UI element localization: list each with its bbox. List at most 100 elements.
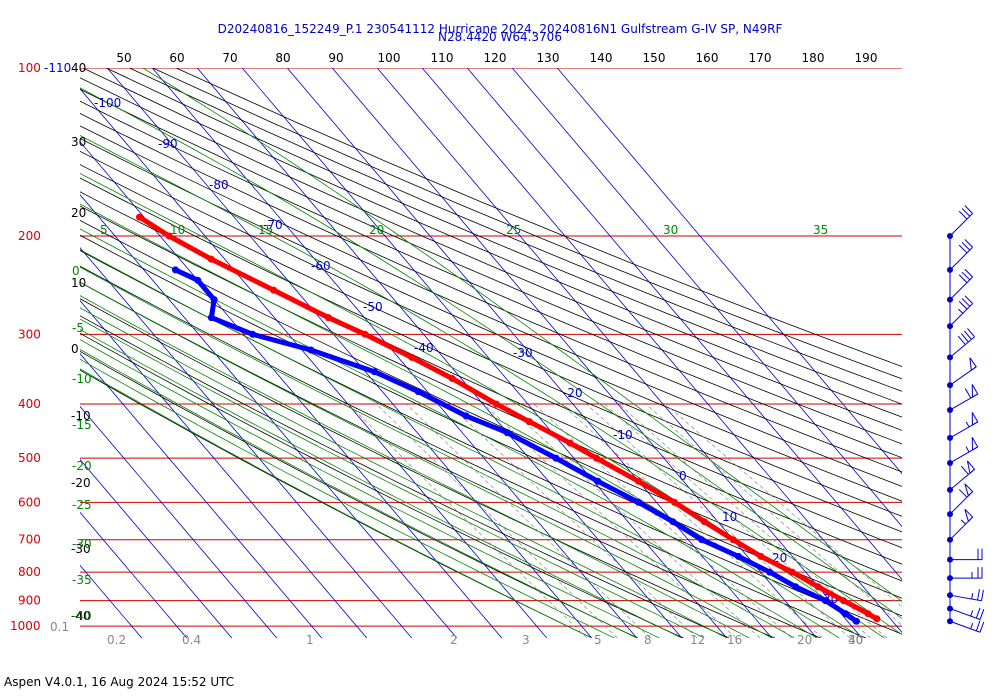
isotherm-line	[376, 68, 863, 638]
isotherm-label: -100	[94, 96, 121, 110]
temperature-profile-point	[408, 353, 416, 361]
dewpoint-profile-point	[207, 314, 215, 322]
mixing-ratio-label: 30	[848, 633, 863, 647]
isotherm-line	[466, 68, 902, 581]
isotherm-label: -60	[311, 259, 331, 273]
pressure-tick-label: 100	[18, 61, 41, 75]
moist-adiabat-left-label: -30	[72, 537, 92, 551]
chart-title: D20240816_152249_P.1 230541112 Hurricane…	[218, 22, 783, 36]
wind-barb-full	[979, 609, 985, 620]
top-temperature-tick: 90	[328, 51, 343, 65]
temperature-profile-point	[270, 286, 278, 294]
moist-adiabat-label: 15	[258, 223, 273, 237]
wind-barb-full	[957, 335, 966, 345]
mixing-ratio-label: 40	[848, 633, 863, 647]
temperature-profile-point	[361, 330, 369, 338]
wind-barb-full	[958, 300, 968, 310]
dry-adiabat	[80, 265, 867, 638]
wind-barb-full	[964, 239, 973, 248]
top-temperature-tick: 80	[275, 51, 290, 65]
dry-adiabat	[80, 315, 730, 638]
temperature-profile-point	[864, 610, 872, 618]
mixing-ratio-label: 5	[594, 633, 602, 647]
pressure-tick-label: -110	[44, 61, 71, 75]
isotherm-label: -10	[613, 428, 633, 442]
isotherm-label: -90	[158, 137, 178, 151]
mixing-ratio-line	[604, 403, 871, 638]
temperature-profile-point	[525, 418, 533, 426]
wind-barb-full	[961, 241, 971, 251]
moist-adiabat-label: 35	[813, 223, 828, 237]
dry-adiabat	[80, 137, 902, 502]
temperature-profile-point	[592, 454, 600, 462]
dewpoint-profile-point	[698, 536, 706, 544]
left-temperature-tick: -10	[71, 409, 91, 423]
left-temperature-tick: -20	[71, 476, 91, 490]
temperature-profile-point	[566, 439, 574, 447]
isotherm-label: -30	[513, 346, 533, 360]
left-temperature-tick: 20	[71, 206, 86, 220]
dry-adiabat	[129, 68, 902, 392]
dewpoint-profile-point	[414, 388, 422, 396]
dewpoint-profile-point	[635, 498, 642, 506]
moist-adiabat	[80, 318, 705, 638]
wind-barb-staff	[949, 594, 982, 602]
chart-subtitle: N28.4420 W64.3706	[438, 30, 562, 44]
temperature-profile-point	[324, 314, 332, 322]
dewpoint-profile-point	[249, 330, 257, 338]
wind-barb-staff	[949, 608, 981, 620]
top-temperature-tick: 190	[855, 51, 878, 65]
temperature-profile-point	[700, 518, 708, 526]
moist-adiabat	[80, 87, 902, 619]
footer-text: Aspen V4.0.1, 16 Aug 2024 15:52 UTC	[4, 675, 234, 689]
left-temperature-tick: -40	[71, 609, 91, 623]
mixing-ratio-line	[348, 403, 588, 638]
left-temperature-tick: -30	[71, 542, 91, 556]
mixing-ratio-line	[376, 403, 618, 638]
top-temperature-tick: 160	[696, 51, 719, 65]
moist-adiabat	[80, 249, 818, 638]
temperature-profile-point	[840, 597, 847, 605]
isotherm-line	[286, 68, 773, 638]
temperature-profile-point	[671, 498, 678, 506]
dry-adiabat	[80, 205, 902, 582]
isotherm-line	[421, 68, 902, 634]
isotherm-label: -70	[263, 218, 283, 232]
wind-barb-flag	[971, 412, 979, 426]
top-temperature-tick: 120	[484, 51, 507, 65]
wind-barb-full	[964, 268, 973, 278]
isotherm-line	[511, 68, 902, 528]
wind-barb-half	[958, 308, 964, 314]
isotherm-line	[80, 141, 503, 638]
moist-adiabat	[80, 368, 592, 638]
left-temperature-tick: 30	[71, 135, 86, 149]
wind-barb-full	[958, 210, 968, 220]
temperature-profile-point	[788, 568, 796, 576]
dry-adiabat	[152, 68, 902, 380]
pressure-tick-label: 300	[18, 327, 41, 341]
moist-adiabat-label: 25	[506, 223, 521, 237]
mixing-ratio-line	[533, 403, 792, 638]
wind-barb-half	[971, 593, 974, 600]
wind-barb-flag	[966, 460, 976, 475]
temperature-profile-point	[729, 536, 737, 544]
dewpoint-profile-point	[792, 583, 800, 591]
isotherm-line	[241, 68, 728, 638]
moist-adiabat-left-label: -25	[72, 498, 92, 512]
wind-barb-full	[964, 295, 973, 304]
mixing-ratio-label: 8	[644, 633, 652, 647]
wind-barb-staff	[949, 276, 973, 300]
moist-adiabat-label: 5	[100, 223, 108, 237]
pressure-tick-label: 1000	[10, 619, 41, 633]
isotherm-line	[80, 405, 278, 638]
temperature-profile-point	[635, 477, 642, 485]
pressure-tick-label: 700	[18, 533, 41, 547]
mixing-ratio-line	[618, 403, 887, 638]
mixing-ratio-label: 1	[306, 633, 314, 647]
dry-adiabat	[80, 350, 638, 638]
pressure-tick-label: 800	[18, 565, 41, 579]
temperature-profile-point	[136, 213, 143, 221]
dewpoint-profile-point	[853, 617, 860, 625]
mixing-ratio-label: 2	[450, 633, 458, 647]
